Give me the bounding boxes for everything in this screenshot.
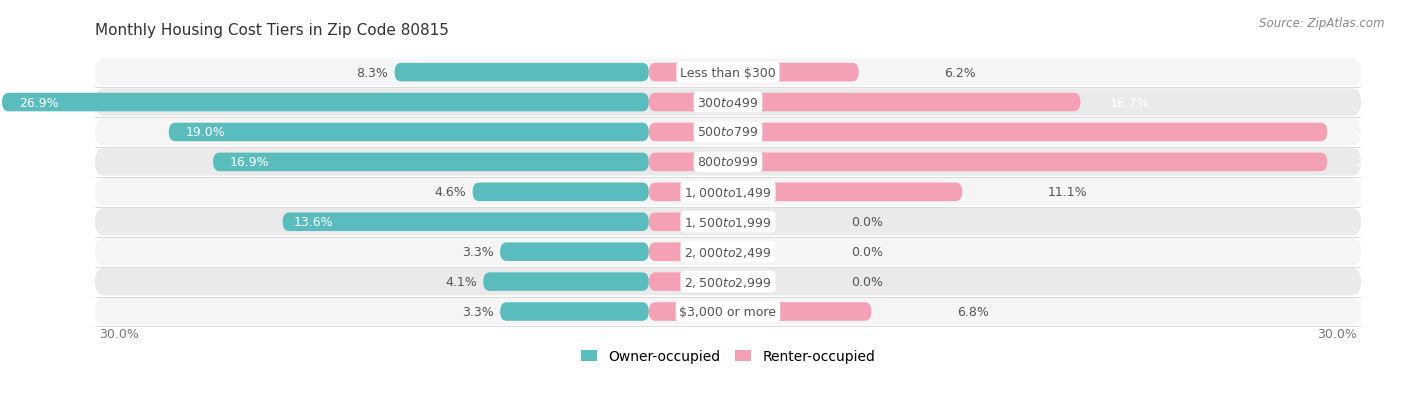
FancyBboxPatch shape: [96, 119, 1361, 146]
Text: 16.7%: 16.7%: [1109, 96, 1149, 109]
Text: $800 to $999: $800 to $999: [697, 156, 759, 169]
Text: $500 to $799: $500 to $799: [697, 126, 759, 139]
Text: Source: ZipAtlas.com: Source: ZipAtlas.com: [1260, 17, 1385, 29]
FancyBboxPatch shape: [648, 303, 872, 321]
Text: 0.0%: 0.0%: [852, 275, 883, 288]
Text: $1,000 to $1,499: $1,000 to $1,499: [685, 185, 772, 199]
FancyBboxPatch shape: [96, 89, 1361, 116]
FancyBboxPatch shape: [648, 273, 766, 291]
FancyBboxPatch shape: [283, 213, 648, 231]
FancyBboxPatch shape: [214, 153, 648, 172]
FancyBboxPatch shape: [96, 209, 1361, 236]
Text: Monthly Housing Cost Tiers in Zip Code 80815: Monthly Housing Cost Tiers in Zip Code 8…: [96, 23, 449, 38]
Text: 13.6%: 13.6%: [294, 216, 333, 229]
FancyBboxPatch shape: [648, 243, 766, 261]
Text: $2,000 to $2,499: $2,000 to $2,499: [685, 245, 772, 259]
FancyBboxPatch shape: [501, 243, 648, 261]
FancyBboxPatch shape: [648, 183, 962, 202]
Text: 6.2%: 6.2%: [945, 66, 976, 79]
Text: 4.1%: 4.1%: [446, 275, 477, 288]
Text: 8.3%: 8.3%: [356, 66, 388, 79]
Text: 30.0%: 30.0%: [100, 327, 139, 340]
Text: 0.0%: 0.0%: [852, 216, 883, 229]
Text: 4.6%: 4.6%: [434, 186, 467, 199]
Text: 3.3%: 3.3%: [463, 305, 494, 318]
FancyBboxPatch shape: [484, 273, 648, 291]
Text: 16.9%: 16.9%: [231, 156, 270, 169]
Text: 6.8%: 6.8%: [957, 305, 988, 318]
FancyBboxPatch shape: [96, 59, 1361, 87]
Text: Less than $300: Less than $300: [681, 66, 776, 79]
FancyBboxPatch shape: [648, 153, 1327, 172]
FancyBboxPatch shape: [395, 64, 648, 82]
FancyBboxPatch shape: [472, 183, 648, 202]
FancyBboxPatch shape: [96, 268, 1361, 296]
Text: 28.4%: 28.4%: [1357, 156, 1396, 169]
FancyBboxPatch shape: [648, 213, 766, 231]
FancyBboxPatch shape: [648, 64, 859, 82]
Text: 19.0%: 19.0%: [186, 126, 225, 139]
Text: 0.0%: 0.0%: [852, 246, 883, 259]
Text: $2,500 to $2,999: $2,500 to $2,999: [685, 275, 772, 289]
Text: $1,500 to $1,999: $1,500 to $1,999: [685, 215, 772, 229]
FancyBboxPatch shape: [96, 298, 1361, 325]
FancyBboxPatch shape: [96, 238, 1361, 266]
Text: 28.4%: 28.4%: [1357, 126, 1396, 139]
FancyBboxPatch shape: [1, 93, 648, 112]
FancyBboxPatch shape: [501, 303, 648, 321]
Text: 3.3%: 3.3%: [463, 246, 494, 259]
Legend: Owner-occupied, Renter-occupied: Owner-occupied, Renter-occupied: [575, 344, 880, 369]
FancyBboxPatch shape: [648, 123, 1327, 142]
Text: $3,000 or more: $3,000 or more: [679, 305, 776, 318]
FancyBboxPatch shape: [96, 149, 1361, 176]
FancyBboxPatch shape: [648, 93, 1080, 112]
Text: 30.0%: 30.0%: [1317, 327, 1357, 340]
FancyBboxPatch shape: [169, 123, 648, 142]
Text: 11.1%: 11.1%: [1047, 186, 1087, 199]
Text: 26.9%: 26.9%: [18, 96, 59, 109]
Text: $300 to $499: $300 to $499: [697, 96, 759, 109]
FancyBboxPatch shape: [96, 179, 1361, 206]
